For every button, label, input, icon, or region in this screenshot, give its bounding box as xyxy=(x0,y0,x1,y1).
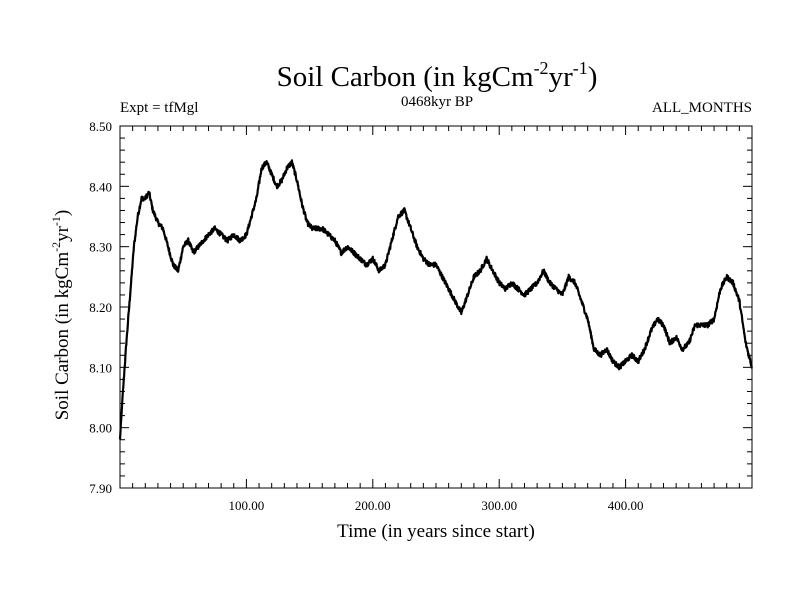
x-axis-label: Time (in years since start) xyxy=(337,521,535,542)
months-label: ALL_MONTHS xyxy=(652,100,752,116)
x-tick-label: 100.00 xyxy=(229,498,265,513)
experiment-label: Expt = tfMgl xyxy=(120,100,198,116)
y-tick-label: 8.40 xyxy=(89,179,112,194)
x-tick-label: 400.00 xyxy=(608,498,644,513)
y-axis-label: Soil Carbon (in kgCm-2yr-1) xyxy=(49,210,73,421)
plot-area xyxy=(119,125,753,489)
y-tick-label: 8.20 xyxy=(89,300,112,315)
y-tick-label: 8.00 xyxy=(89,421,112,436)
y-tick-label: 8.10 xyxy=(89,360,112,375)
chart-title: Soil Carbon (in kgCm-2yr-1) xyxy=(277,58,598,93)
series-line-soil-carbon xyxy=(118,159,753,440)
x-tick-label: 300.00 xyxy=(481,498,517,513)
period-label: 0468kyr BP xyxy=(401,94,473,110)
y-tick-label: 8.30 xyxy=(89,240,112,255)
x-axis: 100.00 200.00 300.00 400.00 xyxy=(132,126,740,513)
y-tick-label: 8.50 xyxy=(89,119,112,134)
y-tick-label: 7.90 xyxy=(89,481,112,496)
x-tick-label: 200.00 xyxy=(355,498,391,513)
y-axis: 7.90 8.00 8.10 8.20 8.30 8.40 8.50 xyxy=(89,119,752,496)
